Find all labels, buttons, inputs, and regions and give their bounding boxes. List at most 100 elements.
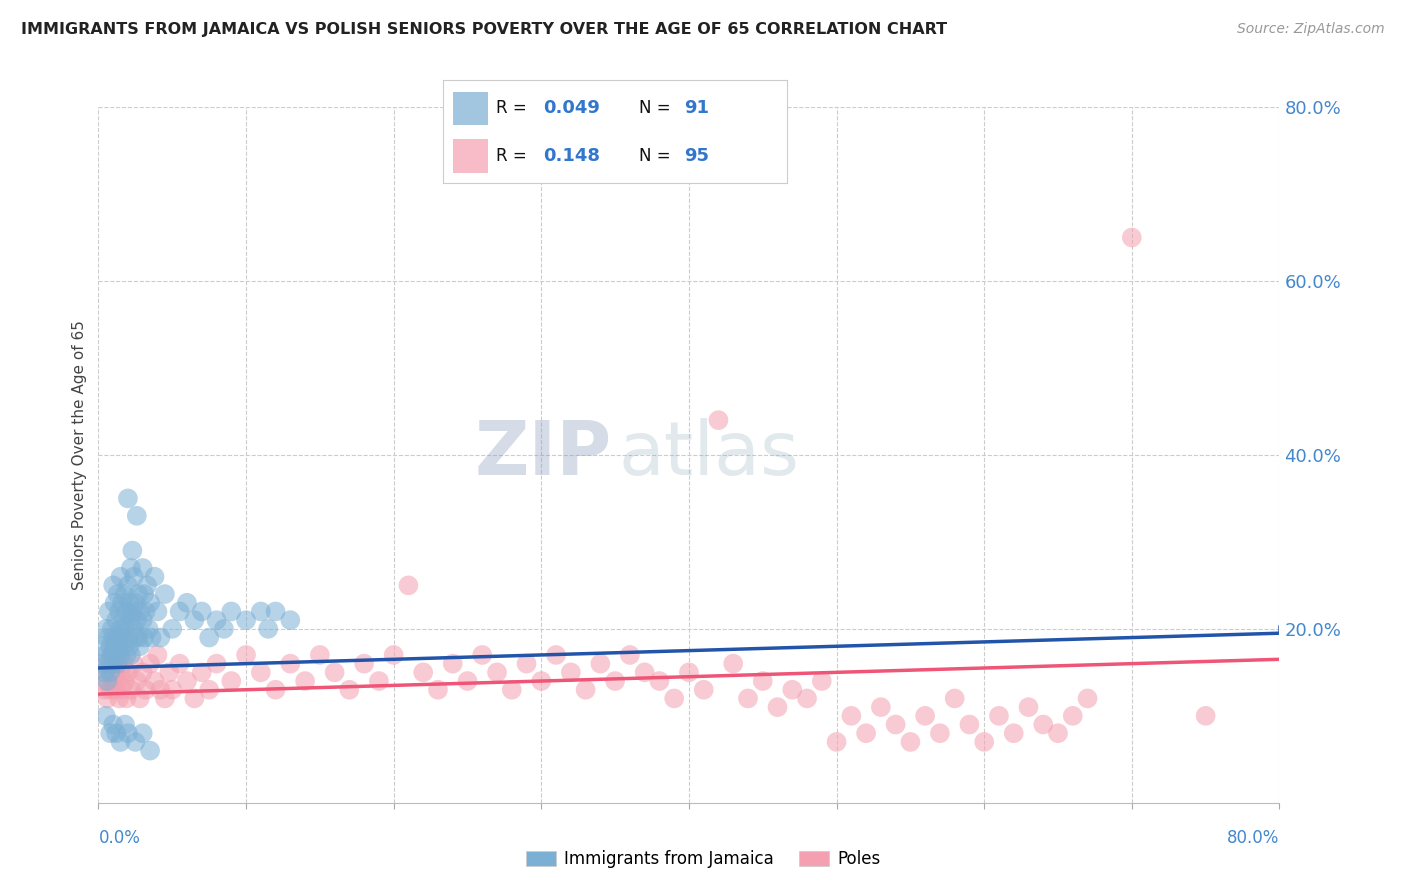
Point (1077, 691, 1099, 706)
Point (132, 665, 155, 680)
Point (987, 708, 1010, 723)
Point (176, 596, 198, 610)
Point (97, 605, 120, 619)
Point (139, 596, 162, 610)
Point (103, 578, 125, 592)
Point (91, 657, 114, 671)
Text: 0.0%: 0.0% (98, 829, 141, 847)
Point (114, 622, 136, 636)
Point (105, 613, 128, 627)
Point (219, 674, 242, 689)
Point (98, 665, 121, 680)
Point (212, 622, 235, 636)
Point (928, 726, 950, 740)
Point (323, 665, 346, 680)
Point (589, 657, 612, 671)
Point (120, 561, 142, 575)
Point (117, 726, 139, 740)
Point (108, 691, 131, 706)
Text: 0.049: 0.049 (543, 100, 600, 118)
Text: 91: 91 (685, 100, 709, 118)
Point (264, 682, 287, 697)
Point (219, 605, 242, 619)
Point (110, 735, 132, 749)
Point (235, 648, 257, 662)
Point (139, 657, 162, 671)
Point (107, 587, 129, 601)
Point (869, 700, 891, 714)
Point (114, 587, 136, 601)
Point (120, 648, 142, 662)
Point (134, 631, 156, 645)
Point (104, 596, 127, 610)
Point (110, 648, 132, 662)
Text: 95: 95 (685, 146, 709, 165)
Point (110, 665, 132, 680)
Point (114, 674, 136, 689)
Point (124, 735, 146, 749)
Point (117, 631, 139, 645)
Point (1046, 726, 1069, 740)
Point (309, 648, 332, 662)
Point (124, 596, 146, 610)
Point (530, 674, 553, 689)
Point (678, 665, 700, 680)
Point (104, 682, 127, 697)
Point (93, 682, 115, 697)
Point (111, 682, 134, 697)
Point (250, 605, 273, 619)
Point (112, 639, 135, 653)
Point (721, 657, 744, 671)
Point (105, 648, 128, 662)
Point (162, 682, 183, 697)
Point (105, 726, 128, 740)
Point (100, 648, 122, 662)
Point (486, 665, 509, 680)
Point (191, 665, 214, 680)
Point (191, 605, 214, 619)
Text: N =: N = (640, 146, 676, 165)
Text: R =: R = (496, 100, 533, 118)
Point (122, 622, 145, 636)
Point (111, 596, 134, 610)
Point (250, 665, 273, 680)
Point (125, 674, 148, 689)
Text: Source: ZipAtlas.com: Source: ZipAtlas.com (1237, 22, 1385, 37)
Point (149, 682, 172, 697)
Point (98, 639, 121, 653)
Point (766, 700, 789, 714)
Point (973, 735, 995, 749)
Point (278, 613, 302, 627)
Point (1032, 717, 1054, 731)
Point (115, 691, 138, 706)
Point (157, 665, 180, 680)
Point (1002, 726, 1025, 740)
Point (146, 605, 169, 619)
Point (135, 682, 157, 697)
Point (737, 691, 759, 706)
Point (198, 631, 221, 645)
Point (810, 674, 832, 689)
Point (110, 570, 132, 584)
Point (108, 639, 131, 653)
Point (96, 691, 118, 706)
Point (278, 657, 302, 671)
Point (114, 717, 136, 731)
Point (96, 674, 118, 689)
Point (382, 648, 405, 662)
Point (128, 691, 150, 706)
Point (118, 639, 141, 653)
Point (112, 613, 135, 627)
Point (693, 682, 716, 697)
Point (205, 657, 228, 671)
Point (100, 622, 122, 636)
Point (121, 605, 143, 619)
Point (884, 717, 907, 731)
Point (107, 674, 129, 689)
Point (914, 708, 936, 723)
Point (337, 682, 360, 697)
Text: 80.0%: 80.0% (1227, 829, 1279, 847)
Point (128, 639, 150, 653)
Point (396, 578, 419, 592)
Point (132, 726, 155, 740)
